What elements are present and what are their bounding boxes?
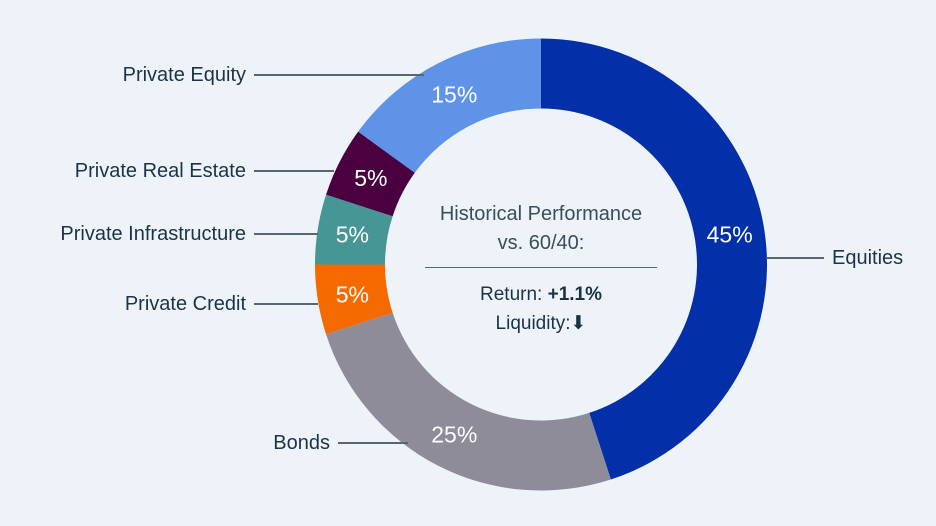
center-summary: Historical Performance vs. 60/40: Return… [405, 200, 677, 338]
leader-line-bonds [338, 442, 408, 444]
center-title-line2: vs. 60/40: [497, 232, 585, 254]
center-title-line1: Historical Performance [439, 203, 643, 225]
down-arrow-icon: ⬇ [570, 313, 587, 334]
slice-private-infrastructure [315, 194, 393, 265]
leader-line-private-credit [254, 303, 318, 305]
slice-pct-bonds: 25% [431, 422, 477, 448]
leader-line-private-equity [254, 74, 424, 76]
slice-pct-equities: 45% [707, 222, 753, 248]
slice-pct-private-infrastructure: 5% [336, 222, 369, 248]
slice-private-credit [315, 264, 393, 335]
leader-line-private-real-estate [254, 170, 334, 172]
return-value: +1.1% [547, 284, 602, 305]
label-private-real-estate: Private Real Estate [74, 160, 246, 182]
slice-pct-private-real-estate: 5% [354, 165, 387, 191]
return-label: Return: [480, 284, 543, 305]
return-row: Return: +1.1% [405, 280, 677, 309]
leader-line-private-infrastructure [254, 233, 318, 235]
label-private-credit: Private Credit [124, 293, 246, 315]
slice-equities [541, 38, 767, 480]
label-private-equity: Private Equity [122, 64, 246, 86]
label-equities: Equities [832, 247, 904, 269]
slice-pct-private-equity: 15% [431, 81, 477, 107]
slice-bonds [326, 312, 611, 491]
center-divider [425, 267, 657, 268]
slice-pct-private-credit: 5% [336, 281, 369, 307]
leader-line-equities [766, 257, 824, 259]
liquidity-label: Liquidity: [495, 313, 571, 334]
slice-private-equity [358, 38, 541, 173]
label-private-infrastructure: Private Infrastructure [60, 223, 246, 245]
slice-private-real-estate [326, 131, 415, 217]
liquidity-row: Liquidity:⬇ [405, 309, 677, 338]
label-bonds: Bonds [273, 432, 330, 454]
